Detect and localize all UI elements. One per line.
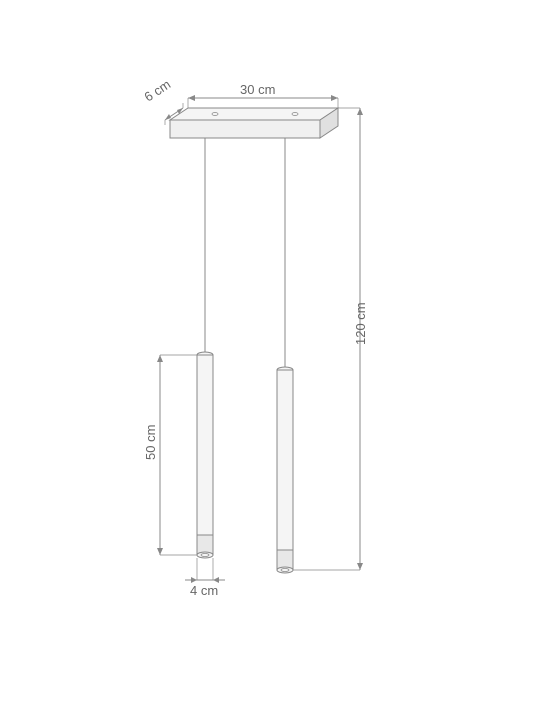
diagram-svg: 6 cm 30 cm 120 cm 50 cm <box>60 80 480 620</box>
tube-left-bottom <box>197 552 213 558</box>
tube-left-body <box>197 355 213 555</box>
technical-diagram: 6 cm 30 cm 120 cm 50 cm <box>60 80 480 620</box>
dimension-tube-diameter: 4 cm <box>185 558 225 598</box>
label-total-height: 120 cm <box>353 302 368 345</box>
tube-right-body <box>277 370 293 570</box>
canopy-front-face <box>170 120 320 138</box>
dimension-width: 30 cm <box>188 82 338 108</box>
pendant-left <box>197 138 213 558</box>
dimension-total-height: 120 cm <box>293 108 368 570</box>
pendant-right <box>277 138 293 573</box>
tube-right-bottom <box>277 567 293 573</box>
canopy-top-face <box>170 108 338 120</box>
label-tube-diameter: 4 cm <box>190 583 218 598</box>
label-tube-length: 50 cm <box>143 425 158 460</box>
label-width: 30 cm <box>240 82 275 97</box>
dimension-tube-length: 50 cm <box>143 355 197 555</box>
canopy-group <box>170 108 338 138</box>
label-depth: 6 cm <box>141 80 173 105</box>
